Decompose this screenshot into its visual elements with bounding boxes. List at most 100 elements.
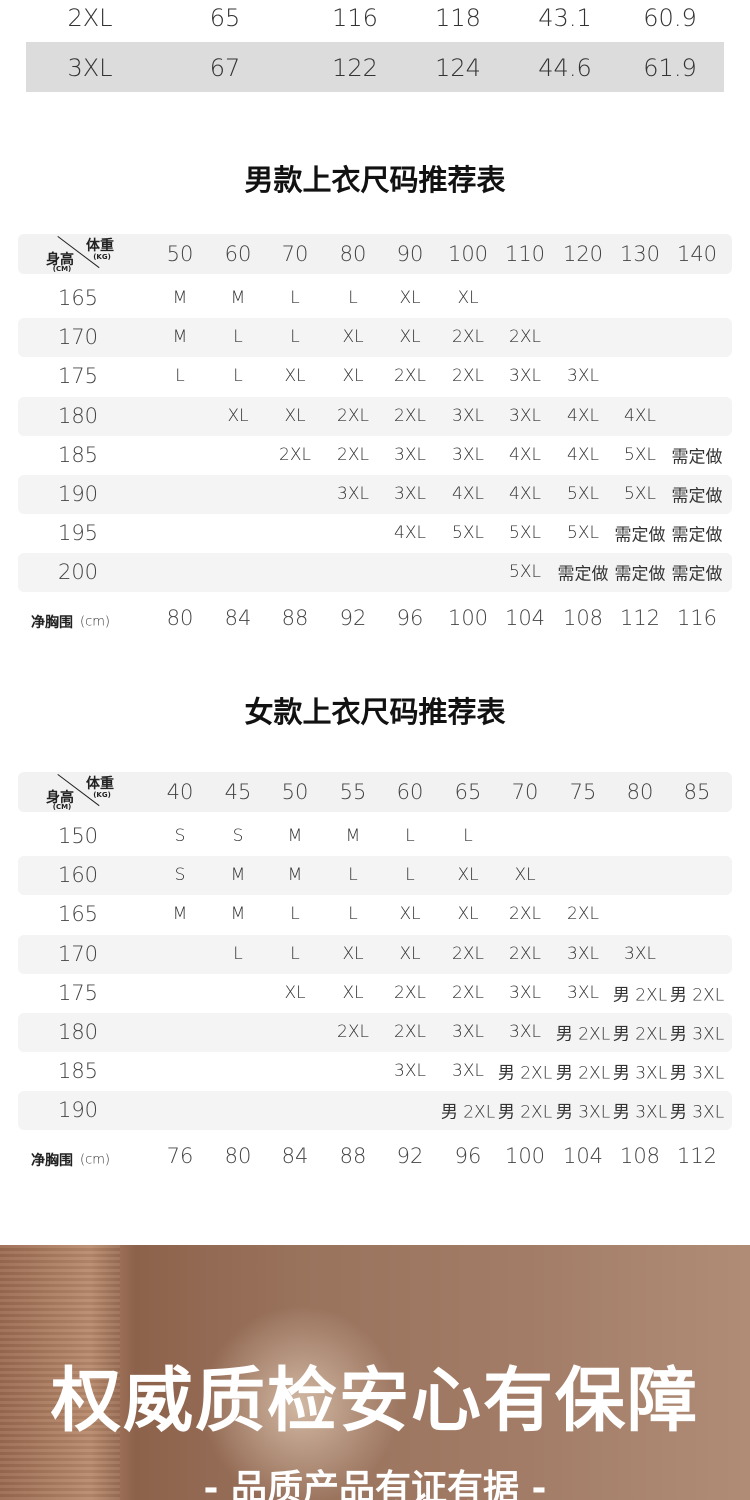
size: 3XL bbox=[452, 1061, 484, 1082]
section-title: 女款上衣尺码推荐表 bbox=[244, 695, 506, 729]
weight: 40 bbox=[166, 780, 194, 804]
chest: 96 bbox=[396, 605, 424, 630]
weight-label: 体重 bbox=[86, 238, 114, 254]
size: 2XL bbox=[509, 904, 541, 925]
size: 4XL bbox=[624, 405, 656, 426]
size: XL bbox=[342, 982, 364, 1003]
chest: 108 bbox=[619, 1143, 661, 1168]
height: 190 bbox=[57, 482, 99, 506]
size: 需定做 bbox=[557, 564, 609, 585]
weight: 60 bbox=[396, 780, 424, 804]
size: 2XL bbox=[509, 327, 541, 348]
chest: 96 bbox=[454, 1143, 482, 1168]
banner: 权威质检安心有保障 - 品质产品有证有据 - bbox=[0, 1245, 750, 1500]
row-band bbox=[18, 1013, 732, 1052]
size: XL bbox=[514, 865, 536, 886]
chest: 116 bbox=[676, 605, 718, 630]
cell: 124 bbox=[435, 54, 481, 82]
cell: 2XL bbox=[67, 4, 113, 32]
size: L bbox=[290, 327, 300, 348]
size: 3XL bbox=[567, 943, 599, 964]
size: 需定做 bbox=[671, 486, 723, 507]
size: 男 2XL bbox=[612, 985, 668, 1006]
height: 175 bbox=[57, 364, 99, 389]
size: 4XL bbox=[452, 484, 484, 504]
size: 男 2XL bbox=[612, 1024, 668, 1045]
size: 2XL bbox=[394, 366, 426, 387]
size: M bbox=[172, 327, 188, 348]
size: XL bbox=[284, 982, 306, 1003]
height: 175 bbox=[57, 980, 99, 1005]
size: 3XL bbox=[394, 444, 426, 465]
weight: 80 bbox=[339, 242, 367, 266]
height: 170 bbox=[57, 325, 99, 350]
height: 185 bbox=[57, 1059, 99, 1084]
size: 2XL bbox=[394, 1022, 426, 1042]
row-band bbox=[26, 42, 724, 92]
size: XL bbox=[399, 904, 421, 925]
chest: 100 bbox=[447, 605, 489, 630]
size: 男 3XL bbox=[612, 1063, 668, 1084]
chest: 104 bbox=[504, 605, 546, 630]
weight: 140 bbox=[676, 242, 718, 266]
size: 2XL bbox=[567, 904, 599, 925]
size: 5XL bbox=[452, 523, 484, 544]
size: 3XL bbox=[452, 1022, 484, 1042]
size: XL bbox=[399, 943, 421, 964]
size: 男 3XL bbox=[669, 1102, 725, 1123]
size: 4XL bbox=[567, 444, 599, 465]
height-unit: (CM) bbox=[52, 265, 72, 273]
size: 2XL bbox=[337, 405, 369, 426]
size: 男 2XL bbox=[497, 1063, 553, 1084]
size: 2XL bbox=[509, 943, 541, 964]
height: 185 bbox=[57, 442, 99, 467]
weight: 45 bbox=[224, 780, 252, 804]
chest-unit: (cm) bbox=[80, 614, 110, 630]
size: 5XL bbox=[624, 484, 656, 504]
size: XL bbox=[284, 405, 306, 426]
size: 男 2XL bbox=[555, 1024, 611, 1045]
height: 180 bbox=[57, 1020, 99, 1044]
chest: 88 bbox=[281, 605, 309, 630]
size: L bbox=[290, 904, 300, 925]
size: M bbox=[230, 865, 246, 886]
height-label: 身高 bbox=[46, 790, 74, 806]
size: M bbox=[230, 288, 246, 308]
size: 3XL bbox=[509, 982, 541, 1003]
size: 3XL bbox=[509, 366, 541, 387]
weight: 120 bbox=[562, 242, 604, 266]
size: XL bbox=[399, 288, 421, 308]
cell: 44.6 bbox=[538, 54, 592, 82]
weight: 130 bbox=[619, 242, 661, 266]
size: L bbox=[463, 826, 473, 846]
size: S bbox=[174, 865, 186, 886]
row-band bbox=[18, 934, 732, 974]
row-band bbox=[18, 475, 732, 514]
size: 2XL bbox=[337, 444, 369, 465]
size: 男 3XL bbox=[669, 1063, 725, 1084]
size: 5XL bbox=[567, 523, 599, 544]
size: M bbox=[287, 826, 303, 846]
size: 3XL bbox=[624, 943, 656, 964]
size: 男 3XL bbox=[612, 1102, 668, 1123]
weight: 75 bbox=[569, 780, 597, 804]
height-unit: (CM) bbox=[52, 803, 72, 811]
row-band bbox=[18, 1091, 732, 1131]
row-band bbox=[18, 856, 732, 896]
size: 需定做 bbox=[671, 447, 723, 468]
size: M bbox=[172, 904, 188, 925]
size: M bbox=[287, 865, 303, 886]
size: 3XL bbox=[452, 444, 484, 465]
row-band bbox=[18, 553, 732, 593]
weight: 85 bbox=[683, 780, 711, 804]
chest: 108 bbox=[562, 605, 604, 630]
height: 150 bbox=[57, 824, 99, 848]
size: L bbox=[233, 943, 243, 964]
size: 男 2XL bbox=[555, 1063, 611, 1084]
size: 3XL bbox=[337, 484, 369, 504]
size: 3XL bbox=[509, 405, 541, 426]
weight: 70 bbox=[511, 780, 539, 804]
size: L bbox=[233, 327, 243, 348]
size: XL bbox=[457, 904, 479, 925]
height: 170 bbox=[57, 941, 99, 966]
